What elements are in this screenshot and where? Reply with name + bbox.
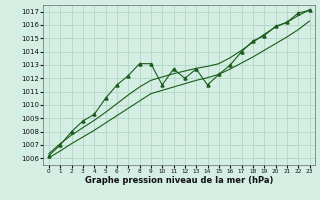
X-axis label: Graphe pression niveau de la mer (hPa): Graphe pression niveau de la mer (hPa) <box>85 176 273 185</box>
